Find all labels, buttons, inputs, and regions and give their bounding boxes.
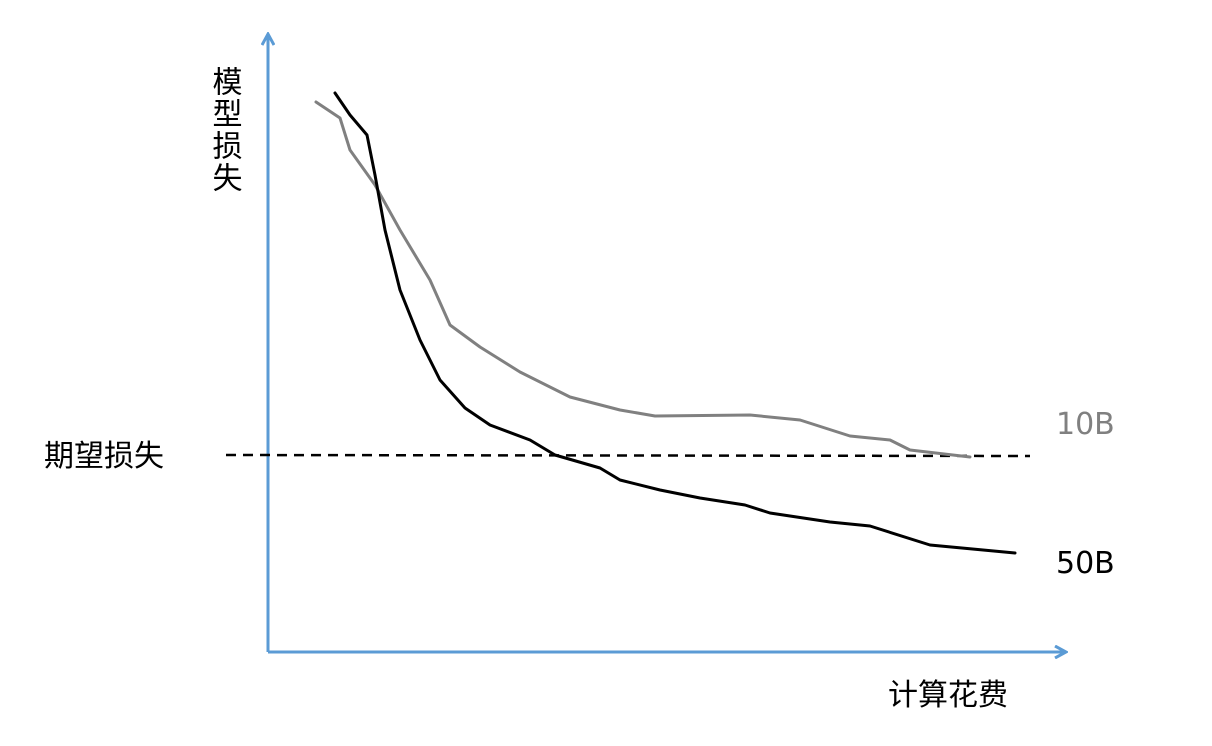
threshold-label: 期望损失 <box>44 439 164 474</box>
threshold-line <box>225 453 1031 458</box>
x-axis-label: 计算花费 <box>888 678 1008 713</box>
y-axis-label: 模型损失 <box>207 66 243 194</box>
curve-label: 10B <box>1056 407 1115 442</box>
curve-10b <box>314 100 972 459</box>
curve-label: 50B <box>1056 546 1115 581</box>
curve-50b <box>333 91 1017 555</box>
